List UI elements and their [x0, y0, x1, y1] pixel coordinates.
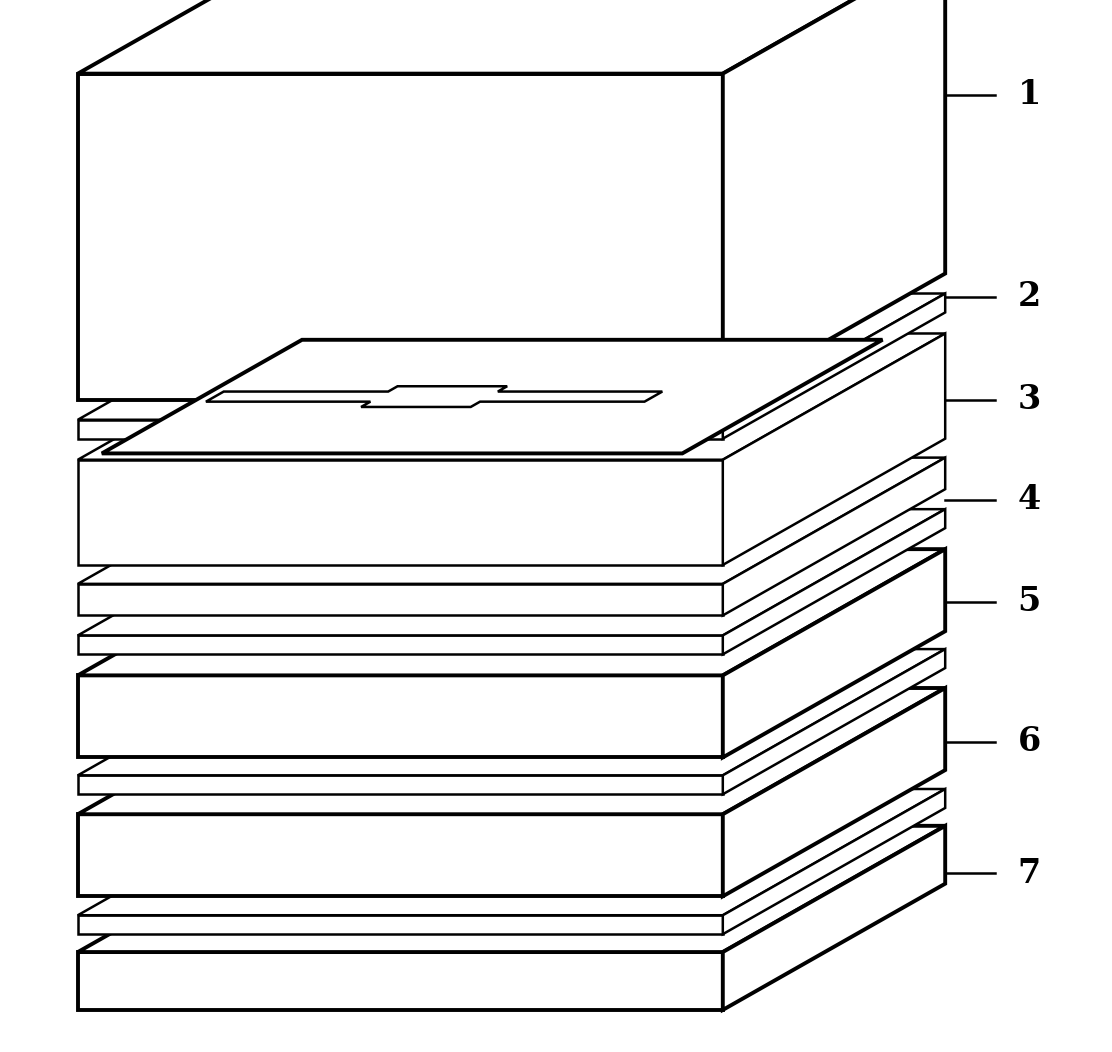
Text: 7: 7	[1017, 856, 1041, 890]
Polygon shape	[723, 826, 945, 1010]
Polygon shape	[723, 333, 945, 565]
Text: 3: 3	[1017, 383, 1041, 417]
Polygon shape	[78, 915, 723, 934]
Polygon shape	[723, 458, 945, 615]
Polygon shape	[723, 294, 945, 439]
Polygon shape	[78, 775, 723, 794]
Polygon shape	[78, 460, 723, 565]
Text: 5: 5	[1017, 585, 1041, 619]
Polygon shape	[78, 333, 945, 460]
Polygon shape	[102, 340, 883, 453]
Polygon shape	[78, 649, 945, 775]
Polygon shape	[78, 74, 723, 400]
Text: 4: 4	[1017, 483, 1041, 517]
Polygon shape	[78, 789, 945, 915]
Text: 1: 1	[1017, 78, 1041, 112]
Polygon shape	[723, 649, 945, 794]
Polygon shape	[78, 814, 723, 896]
Polygon shape	[78, 294, 945, 420]
Text: 6: 6	[1017, 725, 1041, 758]
Polygon shape	[723, 549, 945, 757]
Polygon shape	[723, 688, 945, 896]
Polygon shape	[78, 549, 945, 675]
Polygon shape	[78, 420, 723, 439]
Polygon shape	[723, 0, 945, 400]
Polygon shape	[78, 584, 723, 615]
Polygon shape	[78, 509, 945, 635]
Polygon shape	[78, 688, 945, 814]
Polygon shape	[78, 952, 723, 1010]
Polygon shape	[723, 789, 945, 934]
Polygon shape	[78, 675, 723, 757]
Polygon shape	[78, 635, 723, 654]
Polygon shape	[78, 0, 945, 74]
Polygon shape	[206, 386, 663, 407]
Polygon shape	[78, 826, 945, 952]
Polygon shape	[78, 458, 945, 584]
Polygon shape	[723, 509, 945, 654]
Text: 2: 2	[1017, 280, 1041, 313]
